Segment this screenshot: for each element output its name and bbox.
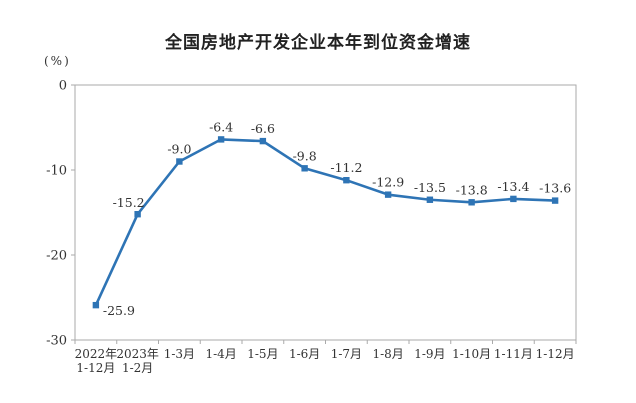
y-axis-tick-label: -20 xyxy=(46,249,67,264)
x-axis-tick-label: 1-7月 xyxy=(331,347,362,361)
data-point-label: -11.2 xyxy=(330,160,362,175)
data-point-label: -12.9 xyxy=(372,175,404,190)
x-axis-tick-label: 1-12月 xyxy=(76,361,115,375)
data-point-marker xyxy=(134,211,141,218)
data-point-label: -6.6 xyxy=(251,121,275,136)
data-point-label: -13.6 xyxy=(539,181,571,196)
chart-title: 全国房地产开发企业本年到位资金增速 xyxy=(165,33,471,53)
x-axis-tick-label: 2023年 xyxy=(116,347,159,361)
x-axis-tick-label: 1-4月 xyxy=(205,347,236,361)
x-axis-tick-label: 1-3月 xyxy=(164,347,195,361)
x-axis-tick-label: 1-6月 xyxy=(289,347,320,361)
y-axis-unit-label: (%) xyxy=(44,54,71,68)
x-axis-tick-label: 1-5月 xyxy=(247,347,278,361)
data-point-marker xyxy=(217,136,225,143)
x-axis-tick-label: 1-8月 xyxy=(372,347,403,361)
data-point-label: -13.5 xyxy=(414,180,446,195)
data-point-marker xyxy=(259,137,267,145)
plot-area-border xyxy=(74,84,577,341)
y-axis-tick-label: -30 xyxy=(46,334,67,349)
data-point-label: -13.8 xyxy=(456,182,488,197)
x-axis-tick-label: 1-11月 xyxy=(494,347,533,361)
data-point-label: -13.4 xyxy=(497,179,529,194)
x-axis-tick-label: 2022年 xyxy=(75,347,118,361)
x-axis-tick-label: 1-9月 xyxy=(414,347,445,361)
data-point-marker xyxy=(384,191,392,198)
y-axis-tick-label: 0 xyxy=(59,79,67,94)
x-axis-tick-label: 1-12月 xyxy=(536,347,575,361)
data-point-label: -6.4 xyxy=(209,119,233,134)
data-point-label: -9.0 xyxy=(167,142,191,157)
data-point-marker xyxy=(92,301,100,309)
series-line xyxy=(94,138,557,307)
data-point-marker xyxy=(301,165,308,172)
data-point-label: -25.9 xyxy=(103,303,135,318)
data-point-label: -15.2 xyxy=(113,195,145,210)
data-point-label: -9.8 xyxy=(293,148,317,163)
data-point-marker xyxy=(551,197,559,204)
y-axis-tick-label: -10 xyxy=(46,164,67,179)
data-point-marker xyxy=(343,177,350,184)
x-axis-tick-label: 1-2月 xyxy=(122,361,153,375)
data-point-marker xyxy=(426,196,434,203)
data-point-marker xyxy=(176,158,183,165)
data-point-marker xyxy=(468,199,475,206)
data-point-marker xyxy=(510,195,517,203)
x-axis-tick-label: 1-10月 xyxy=(452,347,491,361)
